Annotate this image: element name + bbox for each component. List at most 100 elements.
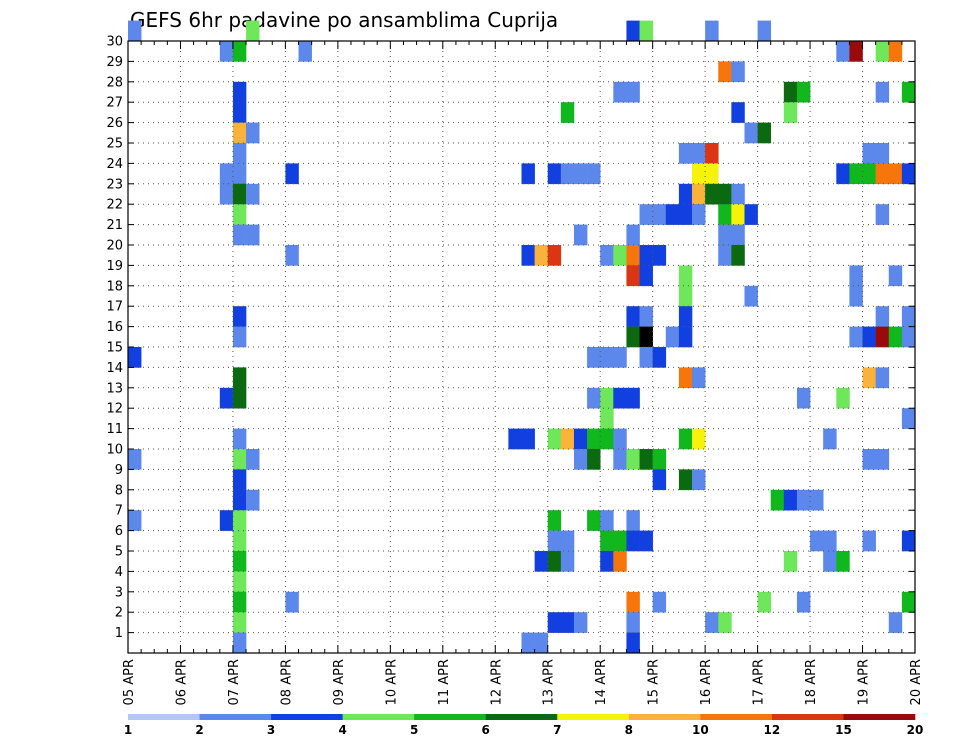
- heatmap-cell: [718, 224, 732, 246]
- heatmap-cell: [705, 612, 719, 633]
- heatmap-cell: [836, 41, 850, 62]
- heatmap-cell: [639, 347, 653, 368]
- heatmap-cell: [560, 102, 575, 123]
- heatmap-cell: [573, 449, 588, 470]
- y-tick-label: 24: [106, 157, 123, 172]
- heatmap-cell: [534, 632, 549, 654]
- heatmap-cell: [613, 245, 627, 266]
- heatmap-cell: [836, 163, 850, 185]
- heatmap-cell: [849, 163, 863, 185]
- heatmap-cell: [862, 143, 876, 164]
- heatmap-cell: [875, 81, 890, 103]
- heatmap-cell: [862, 163, 876, 185]
- heatmap-cell: [587, 387, 601, 409]
- heatmap-cell: [796, 387, 811, 409]
- heatmap-cell: [219, 510, 234, 531]
- legend-label: 2: [195, 723, 203, 737]
- heatmap-cell: [232, 510, 247, 531]
- heatmap-cell: [613, 81, 627, 103]
- heatmap-cell: [560, 428, 575, 450]
- heatmap-cell: [600, 530, 614, 552]
- legend-label: 4: [338, 723, 346, 737]
- heatmap-cell: [285, 163, 299, 185]
- heatmap-cell: [888, 41, 903, 62]
- heatmap-cell: [232, 204, 247, 225]
- x-tick-label: 18 APR: [804, 659, 819, 705]
- heatmap-cell: [888, 612, 903, 633]
- heatmap-cell: [901, 306, 916, 327]
- heatmap-cell: [232, 591, 247, 613]
- heatmap-cell: [600, 510, 614, 531]
- heatmap-cell: [232, 306, 247, 327]
- y-tick-label: 9: [115, 463, 123, 478]
- heatmap-cell: [508, 428, 522, 450]
- heatmap-cell: [796, 591, 811, 613]
- heatmap-cell: [796, 489, 811, 511]
- heatmap-cell: [232, 387, 247, 409]
- heatmap-cell: [560, 612, 575, 633]
- y-tick-label: 6: [115, 524, 123, 539]
- legend-swatch: [771, 714, 844, 720]
- heatmap-cell: [232, 449, 247, 470]
- x-tick-label: 10 APR: [384, 659, 399, 705]
- heatmap-cell: [836, 387, 850, 409]
- heatmap-cell: [626, 326, 640, 348]
- heatmap-cell: [665, 326, 680, 348]
- heatmap-cell: [232, 551, 247, 572]
- heatmap-cell: [298, 41, 312, 62]
- heatmap-cell: [232, 41, 247, 62]
- heatmap-cell: [219, 41, 234, 62]
- heatmap-cell: [652, 204, 667, 225]
- heatmap-cell: [626, 306, 640, 327]
- y-tick-label: 2: [115, 606, 123, 621]
- x-tick-label: 11 APR: [437, 659, 452, 705]
- heatmap-cell: [678, 265, 693, 287]
- y-tick-label: 5: [115, 545, 123, 560]
- heatmap-cell: [678, 306, 693, 327]
- heatmap-cell: [718, 204, 732, 225]
- y-tick-label: 8: [115, 483, 123, 498]
- heatmap-cell: [901, 530, 916, 552]
- heatmap-cell: [639, 306, 653, 327]
- heatmap-cell: [232, 632, 247, 654]
- heatmap-cell: [731, 61, 745, 83]
- heatmap-cell: [823, 428, 837, 450]
- heatmap-cell: [219, 387, 234, 409]
- y-tick-label: 18: [106, 279, 123, 294]
- chart-title: GEFS 6hr padavine po ansamblima Cuprija: [130, 8, 558, 32]
- legend-swatch: [414, 714, 487, 720]
- heatmap-cell: [652, 245, 667, 266]
- heatmap-cell: [639, 530, 653, 552]
- y-tick-label: 21: [106, 218, 123, 233]
- heatmap-cell: [901, 163, 916, 185]
- heatmap-cell: [285, 591, 299, 613]
- heatmap-cell: [613, 387, 627, 409]
- heatmap-cell: [246, 449, 260, 470]
- heatmap-cell: [718, 245, 732, 266]
- y-tick-label: 17: [106, 300, 123, 315]
- heatmap-cell: [219, 183, 234, 205]
- heatmap-cell: [626, 449, 640, 470]
- y-tick-label: 7: [115, 504, 123, 519]
- heatmap-cell: [678, 183, 693, 205]
- heatmap-cell: [246, 20, 260, 42]
- x-tick-label: 20 APR: [909, 659, 924, 705]
- legend-label: 7: [553, 723, 561, 737]
- y-tick-label: 28: [106, 75, 123, 90]
- heatmap-cell: [796, 81, 811, 103]
- heatmap-cell: [757, 20, 772, 42]
- heatmap-cell: [573, 612, 588, 633]
- heatmap-cell: [246, 489, 260, 511]
- heatmap-cell: [232, 367, 247, 389]
- heatmap-cell: [849, 285, 863, 307]
- x-tick-label: 15 APR: [647, 659, 662, 705]
- heatmap-cell: [600, 387, 614, 409]
- heatmap-cell: [875, 143, 890, 164]
- heatmap-cell: [626, 632, 640, 654]
- heatmap-cell: [783, 102, 798, 123]
- heatmap-cell: [783, 81, 798, 103]
- heatmap-cell: [573, 224, 588, 246]
- y-tick-label: 11: [106, 422, 123, 437]
- legend-label: 1: [124, 723, 132, 737]
- legend-label: 3: [267, 723, 275, 737]
